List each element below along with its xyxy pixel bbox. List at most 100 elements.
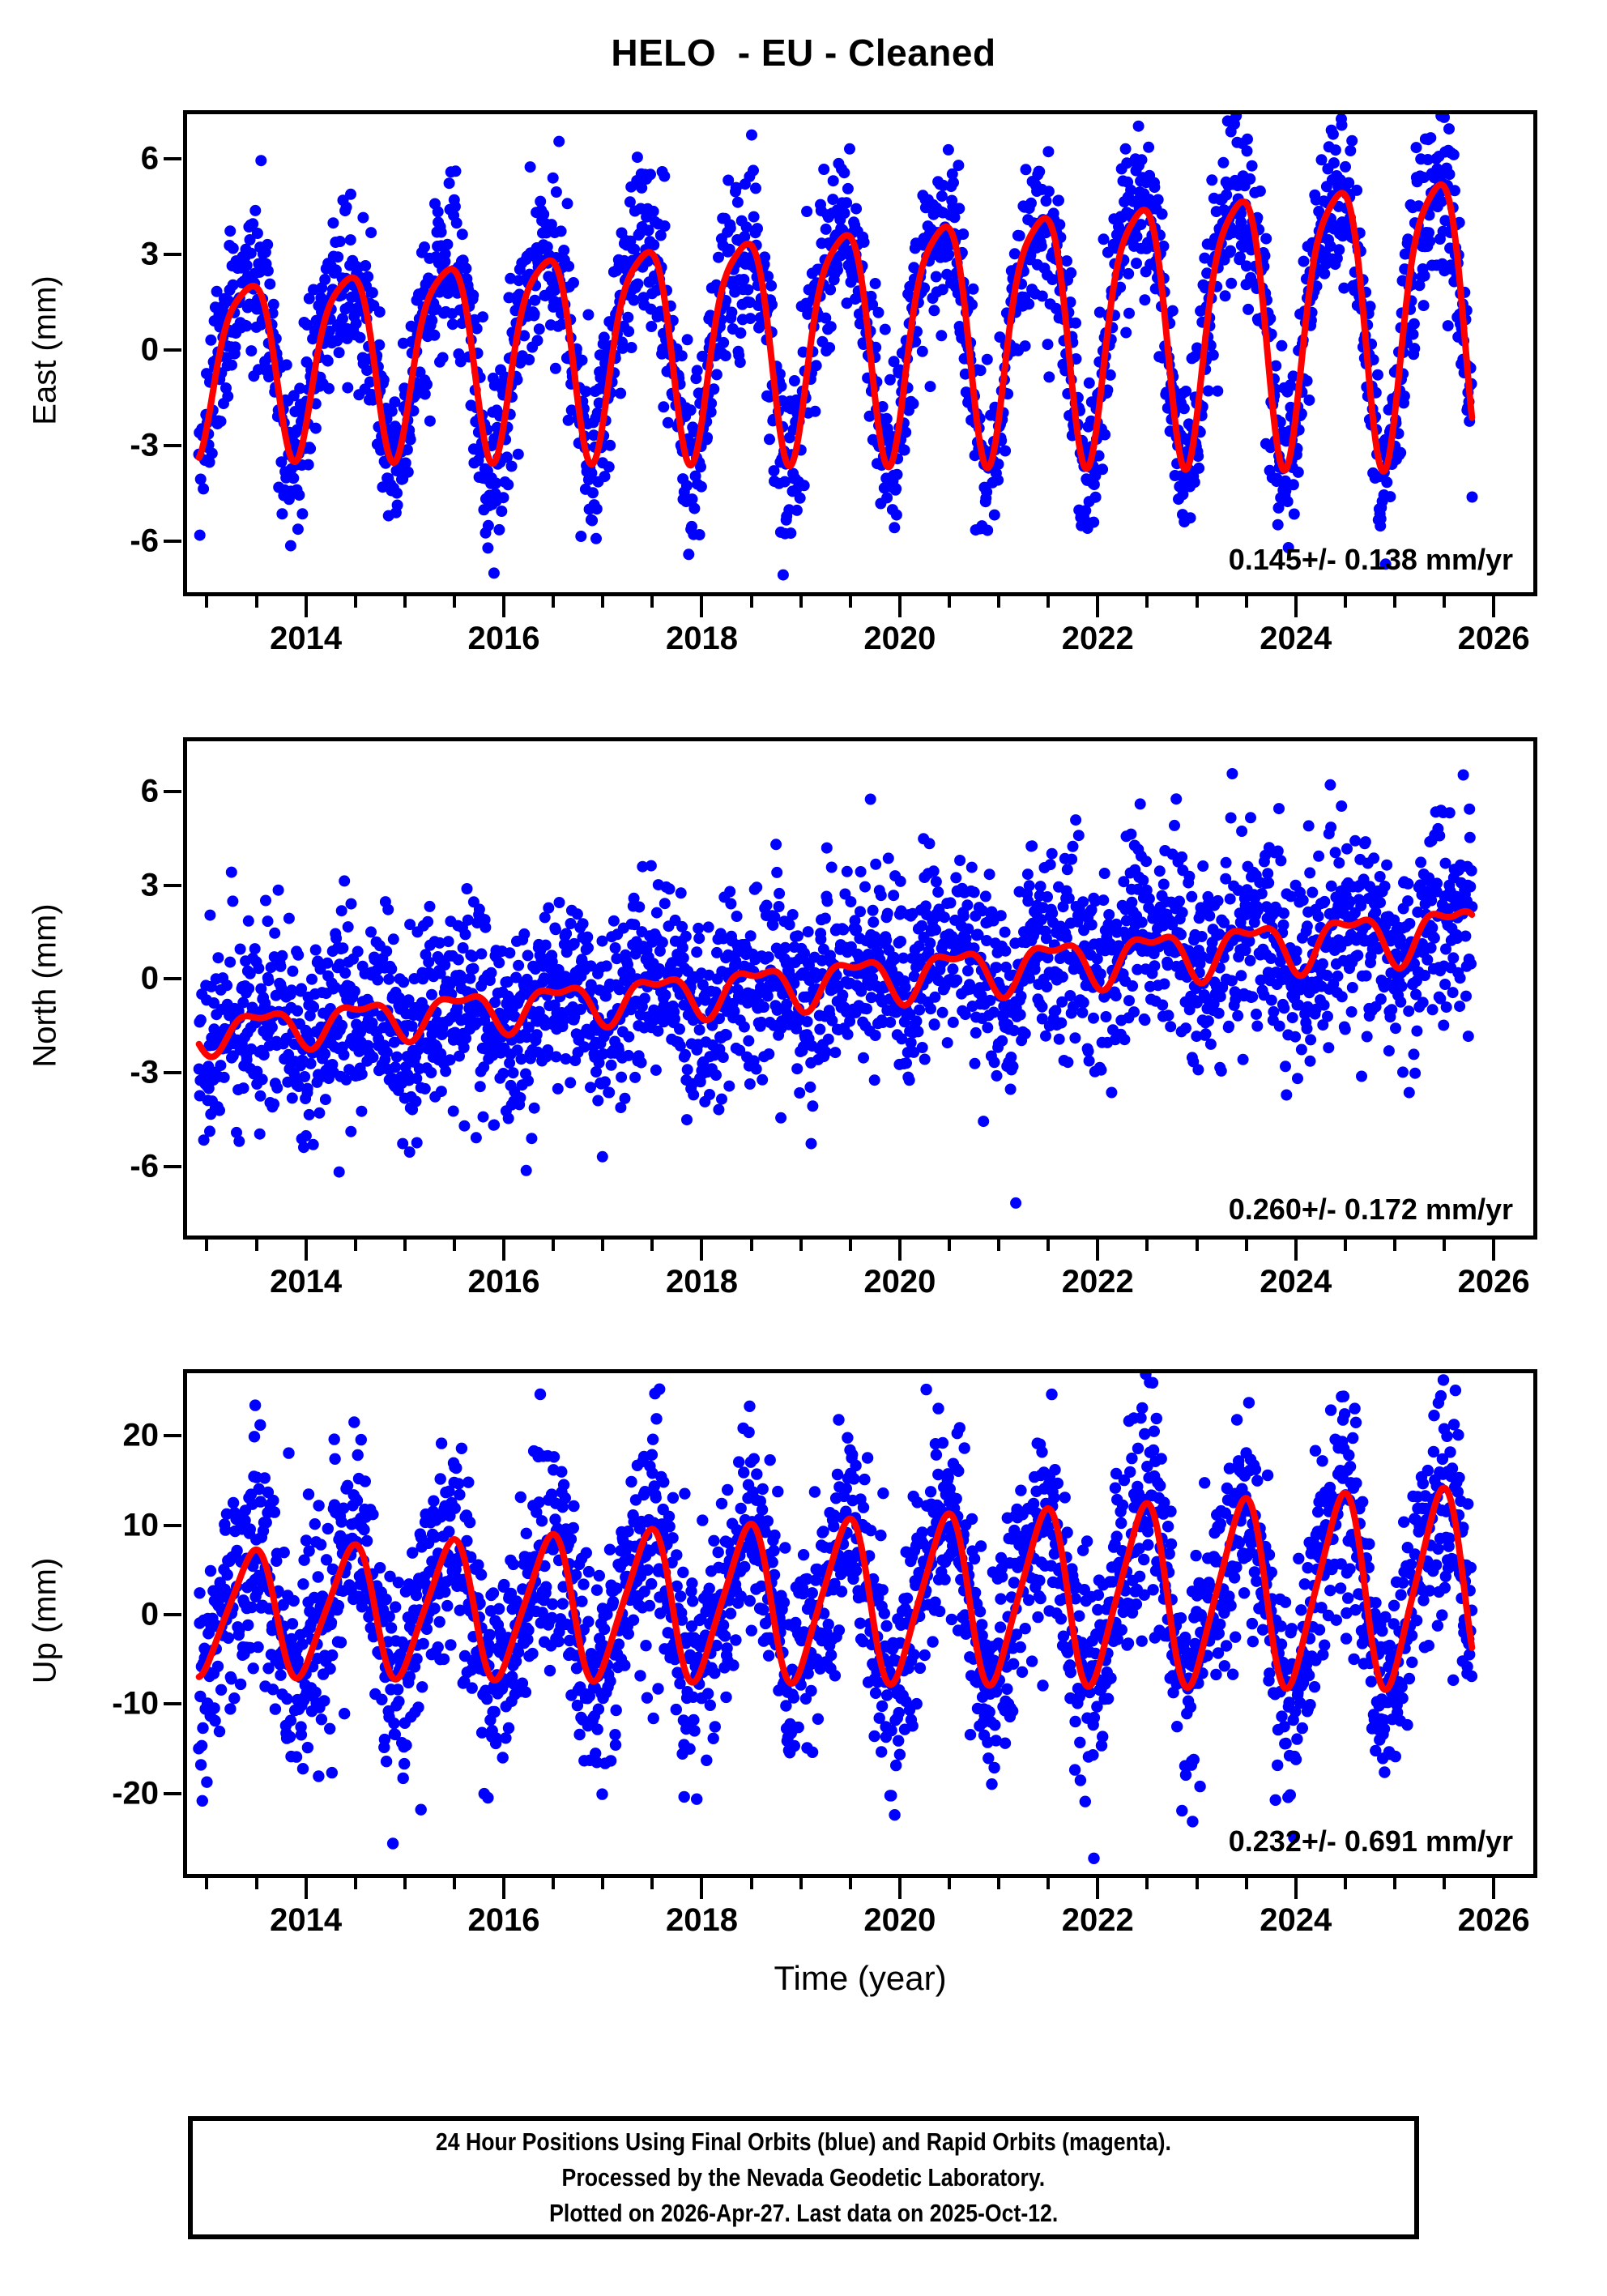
x-tick-mark-up-2014.0 xyxy=(304,1878,308,1899)
y-tick-label-east-3: -3 xyxy=(130,427,159,463)
fit-curve-east xyxy=(195,181,1476,475)
x-tick-mark-north-2024.5 xyxy=(1343,1240,1347,1251)
x-tick-mark-up-2017.0 xyxy=(601,1878,605,1889)
x-tick-mark-north-2025.0 xyxy=(1392,1240,1396,1251)
x-tick-mark-east-2016.0 xyxy=(502,596,506,617)
x-tick-mark-up-2022.5 xyxy=(1145,1878,1149,1889)
x-tick-mark-up-2024.0 xyxy=(1294,1878,1298,1899)
fit-curve-north xyxy=(195,907,1476,1061)
x-tick-mark-up-2013.0 xyxy=(205,1878,209,1889)
x-tick-mark-east-2014.5 xyxy=(353,596,357,608)
y-tick-mark-north-1 xyxy=(164,883,181,887)
data-points-north xyxy=(193,768,1478,1209)
x-tick-mark-north-2021.5 xyxy=(1046,1240,1051,1251)
x-tick-mark-up-2016.0 xyxy=(502,1878,506,1899)
x-tick-mark-north-2022.5 xyxy=(1145,1240,1149,1251)
x-tick-mark-east-2022.5 xyxy=(1145,596,1149,608)
x-tick-label-up-2014: 2014 xyxy=(270,1902,343,1938)
y-tick-label-up-4: -20 xyxy=(112,1775,159,1812)
x-tick-mark-north-2017.5 xyxy=(650,1240,654,1251)
x-tick-mark-east-2014.0 xyxy=(304,596,308,617)
x-tick-mark-up-2025.5 xyxy=(1443,1878,1446,1889)
y-tick-mark-up-2 xyxy=(164,1612,181,1616)
x-tick-mark-north-2017.0 xyxy=(601,1240,605,1251)
x-tick-mark-up-2020.0 xyxy=(897,1878,902,1899)
caption-line-3: Plotted on 2026-Apr-27. Last data on 202… xyxy=(548,2199,1059,2227)
x-tick-label-north-2026: 2026 xyxy=(1457,1264,1530,1300)
plot-area-up[interactable] xyxy=(183,1369,1537,1878)
y-tick-label-north-4: -6 xyxy=(130,1148,159,1184)
x-tick-mark-east-2016.5 xyxy=(552,596,556,608)
y-tick-label-up-0: 20 xyxy=(122,1417,160,1453)
x-tick-mark-up-2021.5 xyxy=(1046,1878,1051,1889)
x-tick-mark-north-2022.0 xyxy=(1096,1240,1100,1261)
x-tick-mark-up-2013.5 xyxy=(254,1878,258,1889)
y-tick-label-north-3: -3 xyxy=(130,1054,159,1090)
y-tick-mark-north-0 xyxy=(164,789,181,793)
x-tick-label-east-2020: 2020 xyxy=(863,621,936,656)
caption-line-1: 24 Hour Positions Using Final Orbits (bl… xyxy=(435,2127,1171,2156)
x-tick-label-up-2020: 2020 xyxy=(863,1902,936,1938)
plot-area-east[interactable] xyxy=(183,110,1537,596)
plot-area-north[interactable] xyxy=(183,737,1537,1240)
y-tick-mark-up-1 xyxy=(164,1523,181,1527)
x-tick-mark-north-2021.0 xyxy=(997,1240,1001,1251)
x-tick-mark-north-2018.5 xyxy=(749,1240,753,1251)
x-tick-mark-up-2018.5 xyxy=(749,1878,753,1889)
x-tick-mark-north-2015.0 xyxy=(403,1240,407,1251)
x-tick-label-east-2018: 2018 xyxy=(665,621,738,656)
x-tick-mark-up-2019.5 xyxy=(848,1878,852,1889)
y-tick-mark-east-2 xyxy=(164,348,181,352)
y-tick-label-up-3: -10 xyxy=(112,1685,159,1722)
y-tick-label-east-0: 6 xyxy=(140,140,159,177)
x-tick-mark-up-2022.0 xyxy=(1096,1878,1100,1899)
scatter-canvas-up xyxy=(193,1373,1478,1864)
x-tick-label-up-2024: 2024 xyxy=(1260,1902,1332,1938)
x-tick-mark-north-2026.0 xyxy=(1492,1240,1496,1261)
rate-annotation-up: 0.232+/- 0.691 mm/yr xyxy=(1228,1824,1513,1858)
fit-curve-up xyxy=(195,1484,1476,1693)
y-tick-mark-north-4 xyxy=(164,1165,181,1169)
x-tick-mark-up-2014.5 xyxy=(353,1878,357,1889)
x-tick-mark-north-2014.0 xyxy=(304,1240,308,1261)
y-tick-mark-east-0 xyxy=(164,157,181,161)
x-tick-mark-east-2023.5 xyxy=(1244,596,1248,608)
x-tick-mark-up-2026.0 xyxy=(1492,1878,1496,1899)
x-tick-mark-up-2016.5 xyxy=(552,1878,556,1889)
x-tick-mark-north-2023.0 xyxy=(1195,1240,1199,1251)
x-tick-label-up-2022: 2022 xyxy=(1061,1902,1134,1938)
x-tick-mark-east-2017.5 xyxy=(650,596,654,608)
x-tick-mark-north-2013.5 xyxy=(254,1240,258,1251)
caption-box: 24 Hour Positions Using Final Orbits (bl… xyxy=(188,2116,1419,2239)
x-tick-mark-east-2015.0 xyxy=(403,596,407,608)
scatter-canvas-north xyxy=(193,768,1478,1209)
y-tick-mark-north-2 xyxy=(164,977,181,981)
x-tick-label-east-2014: 2014 xyxy=(270,621,343,656)
y-tick-mark-east-4 xyxy=(164,540,181,544)
y-tick-label-north-1: 3 xyxy=(140,867,159,903)
y-tick-label-east-4: -6 xyxy=(130,523,159,559)
x-tick-mark-north-2014.5 xyxy=(353,1240,357,1251)
y-tick-mark-up-0 xyxy=(164,1434,181,1438)
x-tick-mark-north-2019.0 xyxy=(799,1240,803,1251)
y-tick-mark-east-1 xyxy=(164,253,181,257)
x-tick-mark-north-2019.5 xyxy=(848,1240,852,1251)
x-tick-mark-east-2013.0 xyxy=(205,596,209,608)
x-tick-mark-east-2025.5 xyxy=(1443,596,1446,608)
x-tick-label-up-2016: 2016 xyxy=(467,1902,540,1938)
data-points-up xyxy=(193,1373,1478,1864)
x-tick-label-up-2026: 2026 xyxy=(1457,1902,1530,1938)
x-tick-mark-up-2015.5 xyxy=(452,1878,456,1889)
x-tick-mark-north-2024.0 xyxy=(1294,1240,1298,1261)
rate-annotation-east: 0.145+/- 0.138 mm/yr xyxy=(1228,543,1513,576)
x-tick-mark-up-2018.0 xyxy=(700,1878,704,1899)
y-tick-label-up-2: 0 xyxy=(140,1596,159,1632)
x-tick-mark-east-2023.0 xyxy=(1195,596,1199,608)
x-tick-mark-east-2024.0 xyxy=(1294,596,1298,617)
x-tick-mark-east-2021.5 xyxy=(1046,596,1051,608)
x-tick-mark-east-2013.5 xyxy=(254,596,258,608)
x-tick-mark-east-2026.0 xyxy=(1492,596,1496,617)
